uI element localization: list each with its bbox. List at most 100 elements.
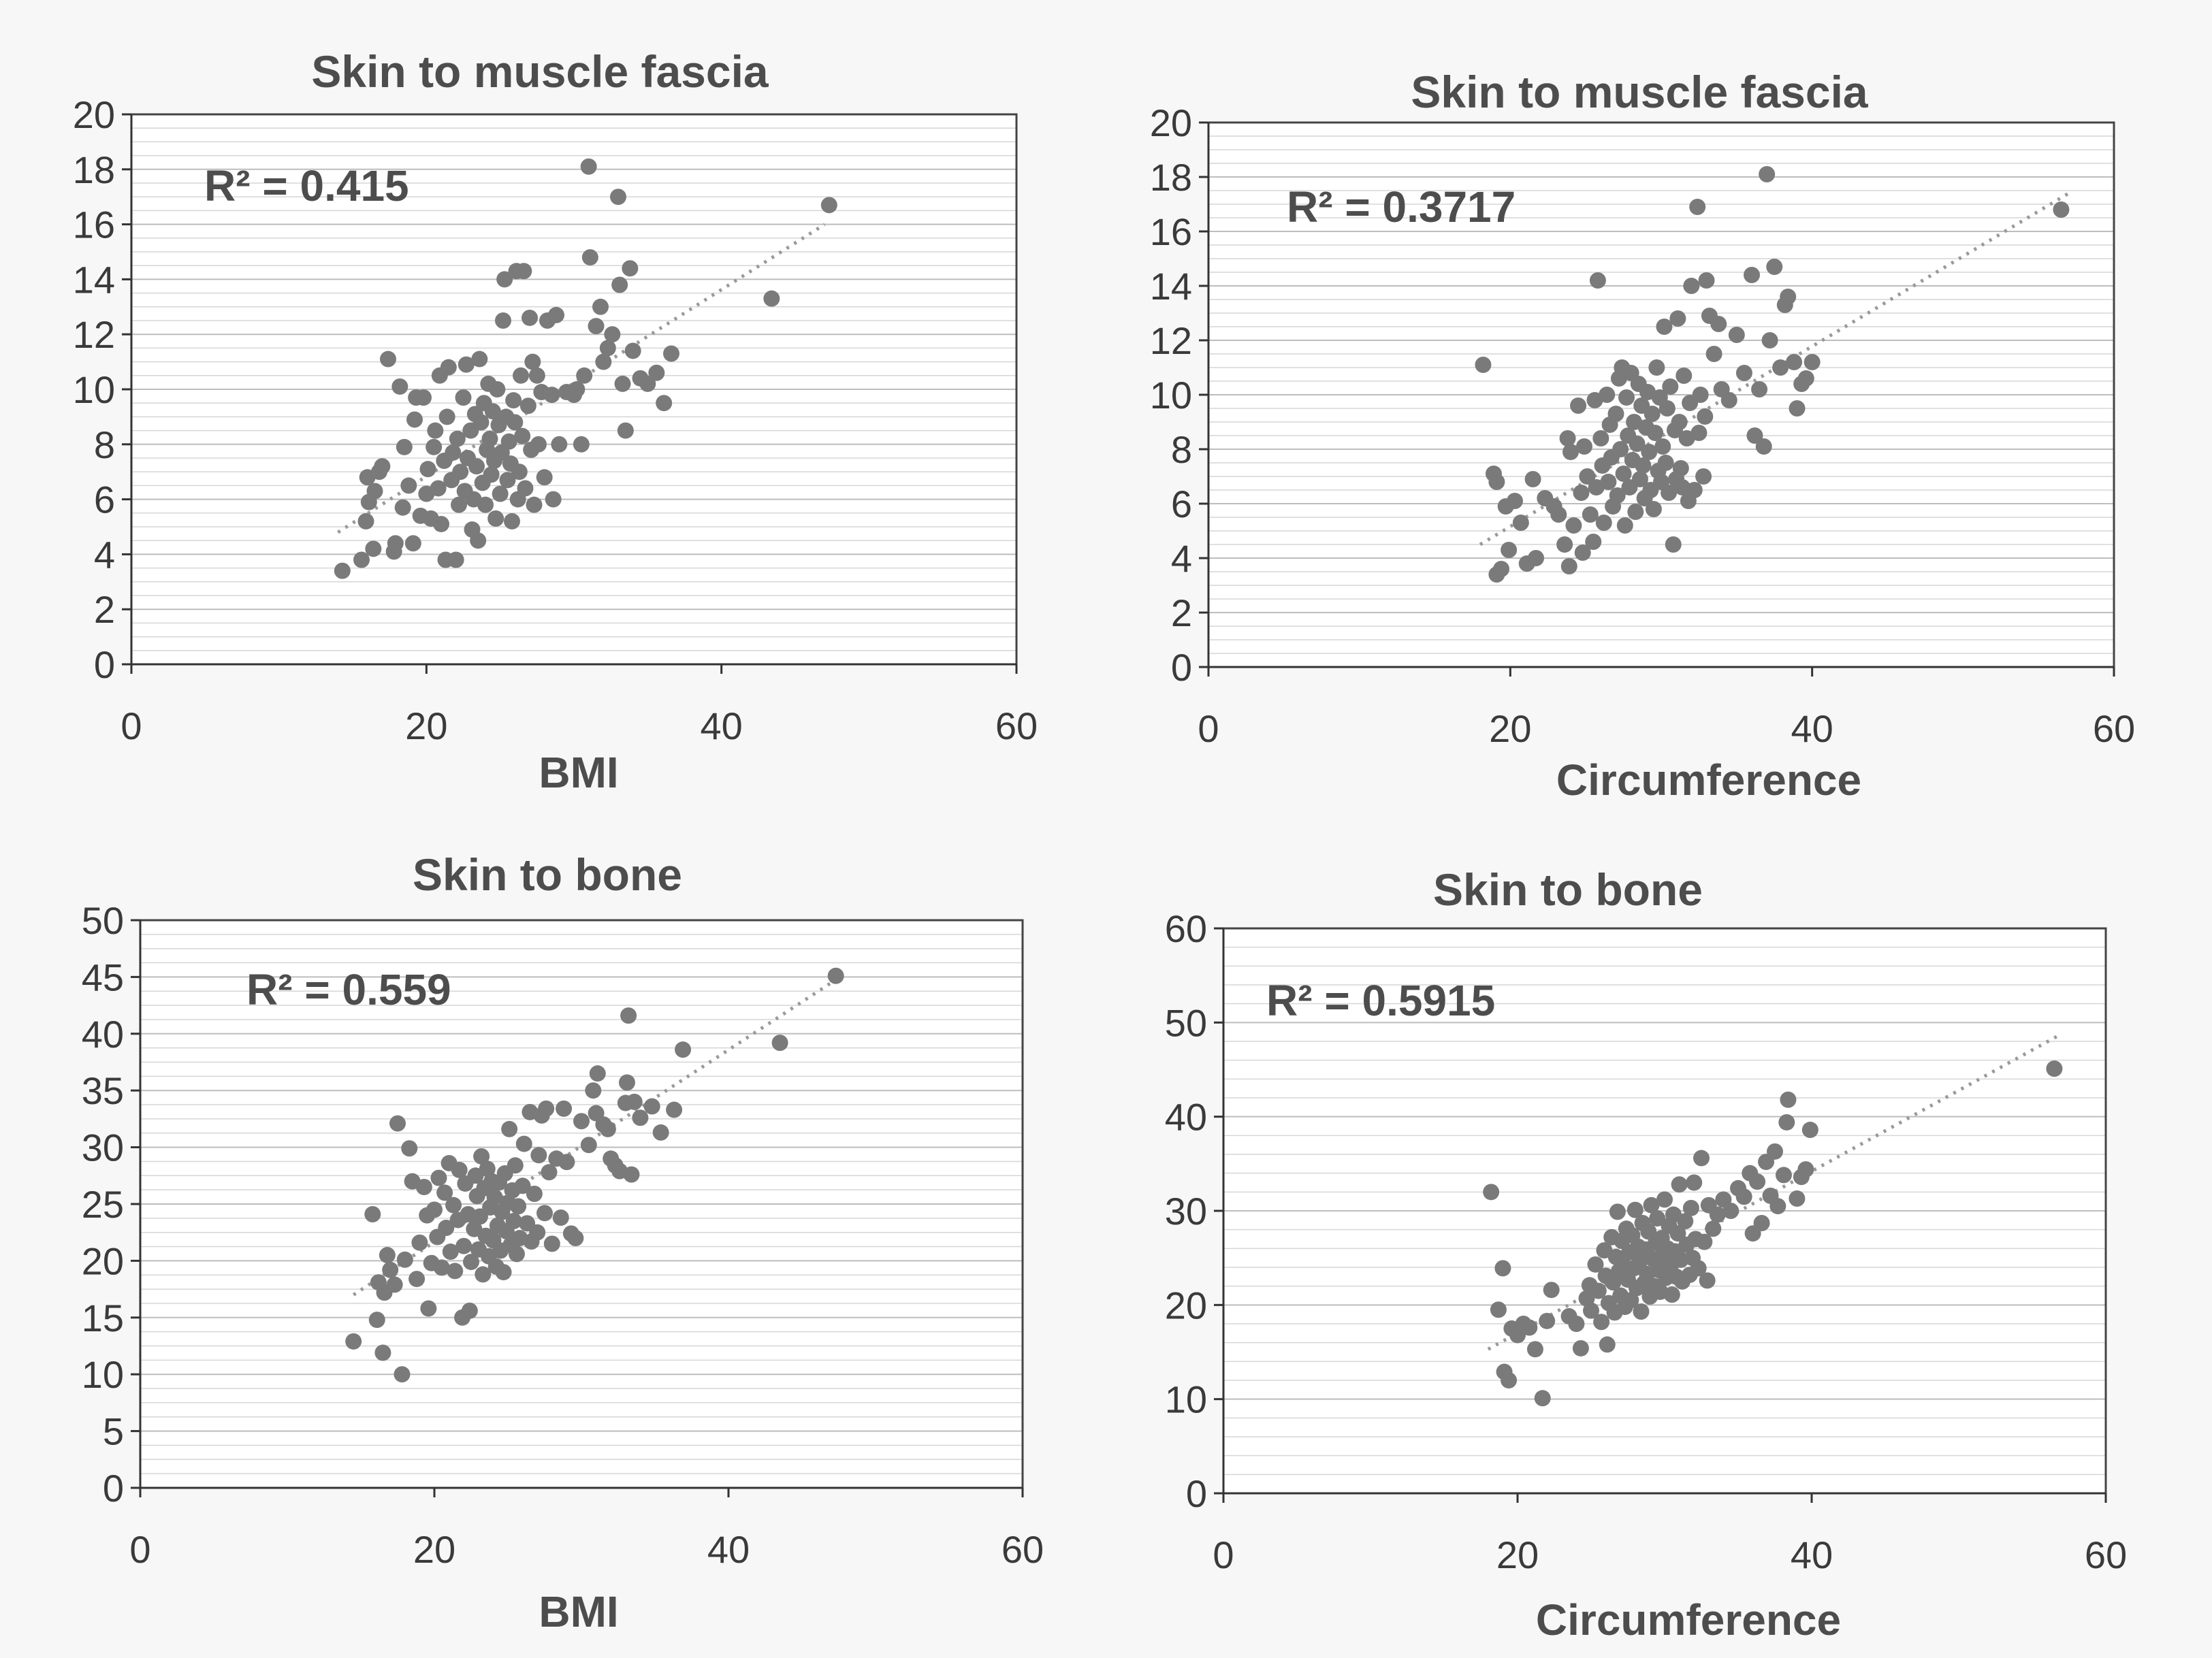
data-point bbox=[1661, 485, 1678, 501]
data-point bbox=[543, 1235, 560, 1252]
data-point bbox=[1658, 400, 1676, 417]
y-tick-label: 20 bbox=[82, 1239, 124, 1282]
data-point bbox=[548, 306, 564, 323]
y-tick-label: 2 bbox=[94, 588, 115, 631]
data-point bbox=[1616, 517, 1633, 534]
data-point bbox=[1618, 389, 1635, 406]
data-point bbox=[1488, 474, 1505, 490]
data-point bbox=[552, 1209, 569, 1226]
data-point bbox=[379, 1247, 396, 1264]
data-point bbox=[1710, 316, 1727, 332]
data-point bbox=[592, 298, 609, 315]
data-point bbox=[1494, 1260, 1511, 1277]
data-point bbox=[1501, 1372, 1518, 1388]
data-point bbox=[470, 532, 487, 549]
data-point bbox=[1543, 1282, 1560, 1299]
data-point bbox=[632, 1109, 649, 1126]
data-point bbox=[495, 1264, 512, 1281]
data-point bbox=[364, 1206, 381, 1223]
data-point bbox=[1649, 1210, 1666, 1227]
data-point bbox=[515, 1135, 532, 1152]
data-point bbox=[1775, 1167, 1792, 1184]
data-point bbox=[1585, 534, 1602, 550]
y-tick-label: 4 bbox=[1171, 537, 1192, 580]
y-tick-label: 40 bbox=[82, 1013, 124, 1056]
data-point bbox=[394, 499, 411, 516]
y-tick-label: 5 bbox=[103, 1410, 124, 1453]
data-point bbox=[1780, 289, 1797, 305]
data-point bbox=[541, 1164, 558, 1181]
data-point bbox=[1665, 536, 1682, 553]
data-point bbox=[1593, 1314, 1610, 1331]
x-tick-label: 60 bbox=[995, 704, 1038, 747]
data-point bbox=[472, 414, 490, 431]
data-point bbox=[1556, 536, 1573, 553]
data-point bbox=[430, 480, 447, 497]
data-point bbox=[1622, 1292, 1639, 1309]
chart-panel-bone-circumference: 0 20 40 60 0 10 20 30 40 50 60 Skin to bone Circum… bbox=[1165, 864, 2127, 1644]
y-tick-label: 15 bbox=[82, 1297, 124, 1339]
data-point bbox=[1609, 1203, 1626, 1220]
data-point bbox=[620, 1007, 637, 1024]
data-point bbox=[1641, 444, 1658, 460]
data-point bbox=[445, 1197, 462, 1214]
data-point bbox=[1587, 1256, 1604, 1273]
data-point bbox=[1550, 506, 1567, 523]
data-point bbox=[507, 414, 524, 431]
data-point bbox=[1570, 397, 1587, 414]
data-point bbox=[1565, 517, 1582, 534]
data-point bbox=[487, 510, 504, 527]
data-point bbox=[524, 353, 541, 370]
data-point bbox=[1778, 1114, 1795, 1131]
data-point bbox=[1631, 471, 1648, 487]
data-point bbox=[1528, 550, 1545, 566]
data-point bbox=[1512, 515, 1529, 531]
data-point bbox=[1696, 1233, 1713, 1250]
x-axis-label: Circumference bbox=[1556, 755, 1861, 804]
data-point bbox=[573, 436, 590, 453]
x-tick-label: 40 bbox=[1791, 707, 1833, 750]
data-point bbox=[447, 551, 464, 568]
plot-area: 0 20 40 60 0 2 4 6 8 10 12 14 16 18 20 bbox=[1150, 101, 2135, 750]
data-point bbox=[484, 403, 501, 420]
trendline bbox=[336, 223, 826, 534]
chart-title: Skin to muscle fascia bbox=[311, 46, 769, 97]
data-point bbox=[415, 1178, 432, 1195]
data-point bbox=[1490, 1301, 1507, 1318]
data-point bbox=[404, 535, 421, 552]
x-tick-label: 40 bbox=[701, 704, 743, 747]
data-point bbox=[1699, 1272, 1716, 1289]
data-point bbox=[430, 1169, 447, 1186]
data-point bbox=[1600, 474, 1617, 490]
chart-title: Skin to bone bbox=[1433, 864, 1703, 915]
data-point bbox=[1493, 561, 1510, 577]
data-points bbox=[1475, 166, 2070, 583]
data-point bbox=[1589, 272, 1606, 289]
data-point bbox=[1786, 354, 1803, 370]
data-point bbox=[1753, 1214, 1770, 1231]
y-tick-label: 18 bbox=[73, 148, 115, 191]
data-point bbox=[1797, 370, 1814, 387]
data-point bbox=[1705, 346, 1722, 362]
data-point bbox=[1568, 1316, 1585, 1332]
data-point bbox=[763, 290, 780, 307]
data-point bbox=[1746, 427, 1763, 444]
y-tick-label: 20 bbox=[73, 93, 115, 136]
data-point bbox=[380, 351, 396, 368]
y-tick-label: 14 bbox=[73, 258, 115, 301]
x-tick-label: 0 bbox=[1198, 707, 1219, 750]
y-tick-label: 10 bbox=[1165, 1378, 1207, 1421]
y-tick-label: 20 bbox=[1150, 101, 1192, 144]
data-point bbox=[663, 345, 679, 362]
y-tick-label: 0 bbox=[103, 1467, 124, 1510]
y-tick-label: 25 bbox=[82, 1183, 124, 1226]
data-point bbox=[1683, 278, 1700, 294]
data-point bbox=[576, 367, 593, 384]
chart-panel-fascia-circumference: 0 20 40 60 0 2 4 6 8 10 12 14 16 18 20 Skin to muscle … bbox=[1150, 67, 2135, 804]
data-point bbox=[1592, 430, 1609, 446]
data-point bbox=[827, 967, 844, 984]
data-point bbox=[599, 340, 616, 357]
y-tick-label: 0 bbox=[1171, 646, 1192, 689]
y-tick-label: 30 bbox=[82, 1126, 124, 1169]
data-point bbox=[1751, 381, 1768, 397]
